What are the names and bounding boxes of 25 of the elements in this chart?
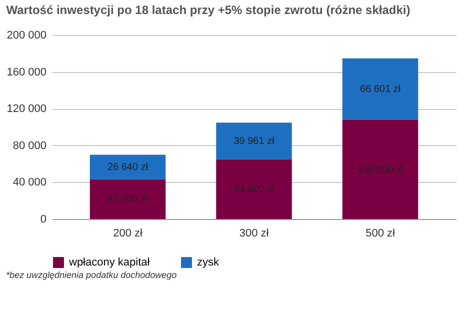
bar bbox=[216, 122, 292, 160]
y-tick-label: 120 000 bbox=[6, 103, 46, 116]
chart-title: Wartość inwestycji po 18 latach przy +5% stopie zwrotu (różne składki) bbox=[6, 3, 410, 17]
bar bbox=[342, 120, 418, 219]
bar bbox=[90, 179, 166, 219]
data-label: 39 961 zł bbox=[234, 136, 276, 147]
y-tick-label: 0 bbox=[40, 214, 46, 226]
y-tick-label: 80 000 bbox=[12, 140, 46, 152]
data-label: 108 000 zł bbox=[357, 164, 404, 176]
y-tick-label: 40 000 bbox=[12, 176, 46, 189]
data-label: 43 200 zł bbox=[107, 194, 149, 206]
data-label: 64 800 zł bbox=[234, 184, 276, 196]
legend-label: zysk bbox=[197, 256, 220, 269]
y-tick-label: 160 000 bbox=[6, 66, 46, 78]
x-tick-label: 200 zł bbox=[113, 228, 143, 240]
data-label: 26 640 zł bbox=[107, 162, 149, 173]
bar bbox=[342, 58, 418, 120]
bar bbox=[216, 159, 292, 219]
legend-label: wpłacony kapitał bbox=[68, 256, 150, 269]
data-label: 66 601 zł bbox=[360, 84, 402, 96]
x-tick-label: 300 zł bbox=[239, 228, 270, 240]
x-tick-label: 500 zł bbox=[366, 228, 396, 240]
text: *bez uwzględnienia podatku dochodowego bbox=[6, 270, 178, 280]
y-tick-label: 200 000 bbox=[6, 30, 46, 42]
bar bbox=[90, 154, 166, 180]
